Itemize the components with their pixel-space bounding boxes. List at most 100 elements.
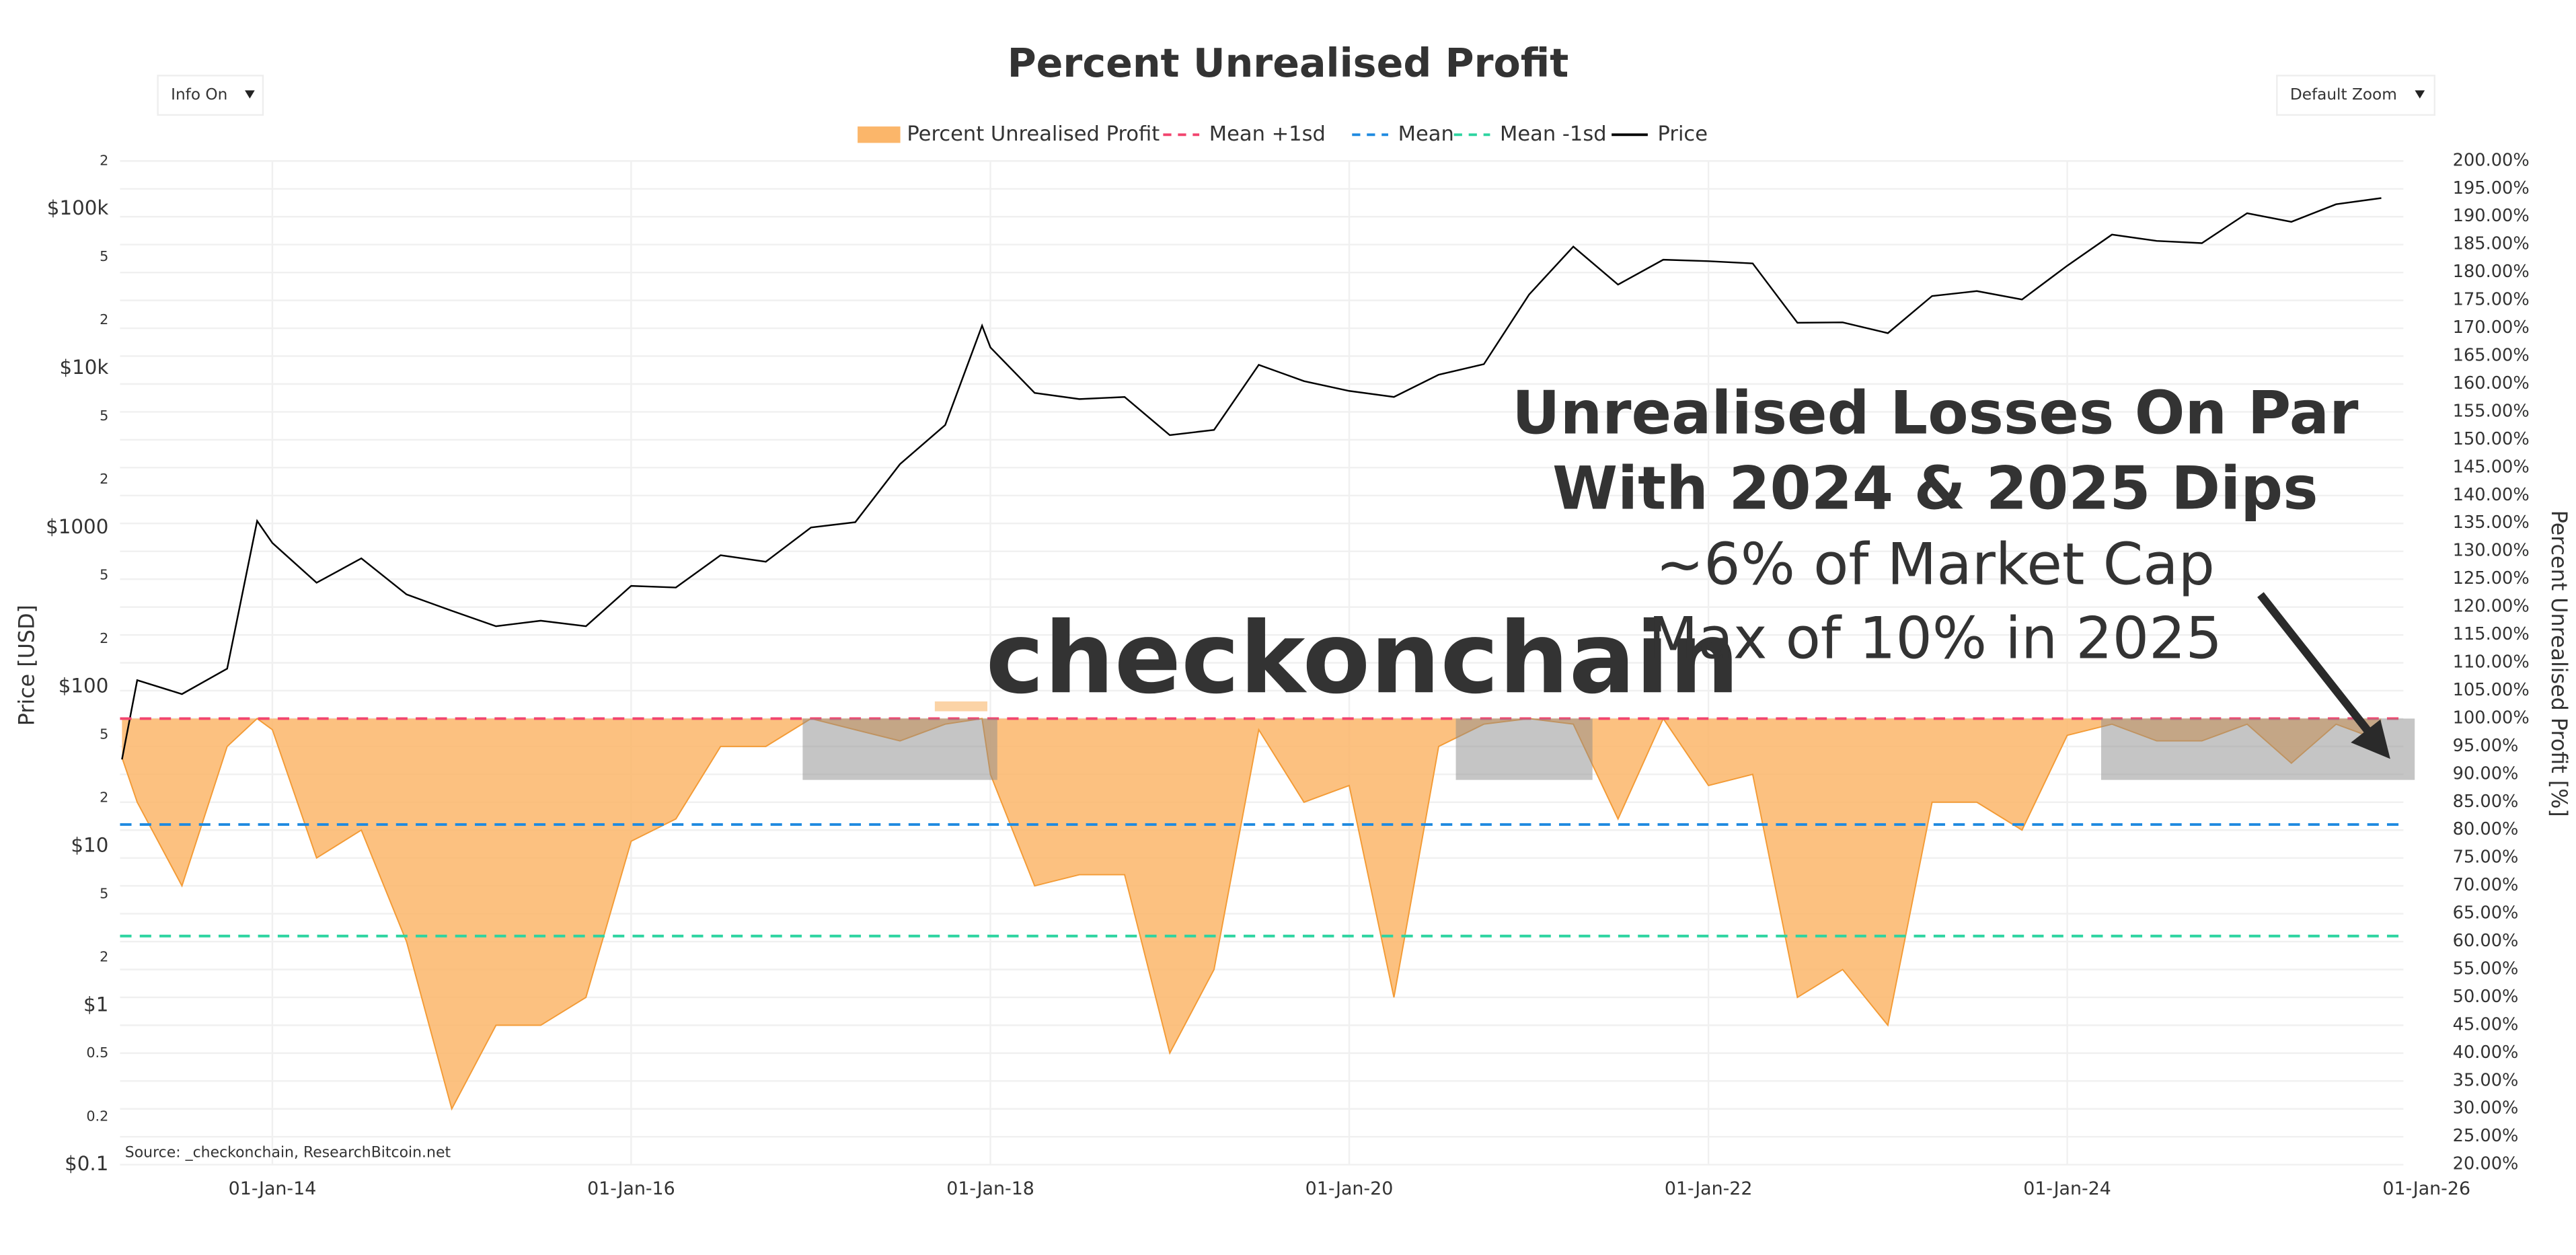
y2-tick-label: 50.00% xyxy=(2453,987,2519,1007)
y2-tick-label: 65.00% xyxy=(2453,903,2519,923)
y2-tick-label: 165.00% xyxy=(2453,346,2530,366)
y2-tick-label: 135.00% xyxy=(2453,512,2530,533)
y-tick-label: 2 xyxy=(100,790,108,806)
y2-tick-label: 95.00% xyxy=(2453,736,2519,756)
y2-tick-label: 35.00% xyxy=(2453,1070,2519,1090)
y2-tick-label: 105.00% xyxy=(2453,680,2530,700)
y2-tick-label: 180.00% xyxy=(2453,262,2530,282)
y2-tick-label: 160.00% xyxy=(2453,373,2530,393)
x-tick-label: 01-Jan-24 xyxy=(2023,1178,2111,1199)
x-tick-label: 01-Jan-20 xyxy=(1305,1178,1394,1199)
button-box[interactable] xyxy=(157,75,264,116)
y-tick-label: $0.1 xyxy=(65,1152,108,1175)
y-tick-label: 5 xyxy=(100,885,108,901)
y2-tick-label: 40.00% xyxy=(2453,1042,2519,1063)
y-tick-label: 5 xyxy=(100,248,108,264)
area-edge xyxy=(121,717,2382,1111)
legend-swatch xyxy=(858,126,901,143)
area xyxy=(122,718,2382,1109)
y-tick-label: $100 xyxy=(59,675,109,697)
legend-label: Mean xyxy=(1398,122,1454,146)
y2-tick-label: 155.00% xyxy=(2453,401,2530,421)
price-line xyxy=(121,197,2382,760)
watermark-underscore xyxy=(934,701,988,712)
button-box[interactable] xyxy=(2276,75,2436,116)
y2-tick-label: 150.00% xyxy=(2453,429,2530,449)
plot xyxy=(120,197,2415,1111)
y2-tick-label: 175.00% xyxy=(2453,290,2530,310)
annotation: Unrealised Losses On Par With 2024 & 202… xyxy=(1512,378,2390,759)
y2-tick-label: 125.00% xyxy=(2453,568,2530,588)
watermark: checkonchain xyxy=(934,601,1740,716)
dropdown-icon[interactable] xyxy=(245,90,255,99)
y2-tick-label: 80.00% xyxy=(2453,819,2519,839)
y-tick-label: 0.2 xyxy=(86,1108,108,1124)
button-label[interactable]: Info On xyxy=(171,85,227,104)
x-tick-label: 01-Jan-14 xyxy=(229,1178,317,1199)
y2-tick-label: 55.00% xyxy=(2453,958,2519,979)
source-note: Source: _checkonchain, ResearchBitcoin.n… xyxy=(125,1145,451,1162)
button-label[interactable]: Default Zoom xyxy=(2290,85,2397,104)
legend-label: Price xyxy=(1658,122,1708,146)
y2-tick-label: 60.00% xyxy=(2453,931,2519,951)
legend-label: Mean +1sd xyxy=(1209,122,1326,146)
y2-tick-label: 85.00% xyxy=(2453,792,2519,812)
y2-tick-label: 185.00% xyxy=(2453,234,2530,254)
y2-tick-label: 75.00% xyxy=(2453,847,2519,868)
y-tick-label: 2 xyxy=(100,152,108,168)
y-axis-title: Price [USD] xyxy=(15,605,40,726)
y-tick-label: 5 xyxy=(100,408,108,424)
y2-tick-label: 90.00% xyxy=(2453,763,2519,784)
dropdown-icon[interactable] xyxy=(2415,90,2425,99)
y2-tick-label: 25.00% xyxy=(2453,1126,2519,1146)
y-tick-label: 0.5 xyxy=(86,1044,108,1061)
highlight-box xyxy=(1455,718,1593,780)
y2-tick-label: 100.00% xyxy=(2453,708,2530,728)
y-tick-label: $10 xyxy=(71,833,108,856)
zoom-button[interactable]: Default Zoom xyxy=(2276,75,2436,116)
legend-label: Mean -1sd xyxy=(1500,122,1607,146)
x-tick-label: 01-Jan-16 xyxy=(587,1178,675,1199)
y2-tick-label: 130.00% xyxy=(2453,541,2530,561)
info-button[interactable]: Info On xyxy=(157,75,264,116)
y-tick-label: 5 xyxy=(100,567,108,583)
y-tick-label: 2 xyxy=(100,311,108,328)
y2-tick-label: 195.00% xyxy=(2453,178,2530,198)
y2-tick-label: 190.00% xyxy=(2453,206,2530,226)
legend: Percent Unrealised Profit Mean +1sd Mean Me… xyxy=(858,122,1708,146)
x-tick-label: 01-Jan-18 xyxy=(946,1178,1034,1199)
y-tick-label: $1000 xyxy=(46,515,108,538)
y2-tick-label: 20.00% xyxy=(2453,1154,2519,1174)
y-tick-label: $100k xyxy=(47,196,109,219)
y2-tick-label: 140.00% xyxy=(2453,485,2530,505)
annotation-line: With 2024 & 2025 Dips xyxy=(1552,454,2318,523)
y2-tick-label: 170.00% xyxy=(2453,317,2530,338)
annotation-arrow xyxy=(2257,592,2374,737)
y-tick-label: $10k xyxy=(59,356,108,379)
y2-tick-label: 200.00% xyxy=(2453,150,2530,170)
y2-tick-label: 45.00% xyxy=(2453,1014,2519,1034)
y2-tick-label: 120.00% xyxy=(2453,597,2530,617)
y-tick-label: 2 xyxy=(100,949,108,965)
y-tick-label: 5 xyxy=(100,726,108,742)
y-tick-label: 2 xyxy=(100,471,108,487)
axes: 20.00% 25.00% 30.00% 35.00% 40.00% 45.00% 50.0… xyxy=(46,150,2530,1199)
y2-tick-label: 115.00% xyxy=(2453,624,2530,644)
x-tick-label: 01-Jan-22 xyxy=(1665,1178,1753,1199)
y2-tick-label: 145.00% xyxy=(2453,457,2530,477)
y-tick-label: $1 xyxy=(83,993,108,1016)
annotation-arrowhead xyxy=(2351,719,2390,759)
annotation-line: Unrealised Losses On Par xyxy=(1512,378,2359,447)
annotation-line: ~6% of Market Cap xyxy=(1656,531,2215,598)
x-tick-label: 01-Jan-26 xyxy=(2382,1178,2470,1199)
y2-axis-title: Percent Unrealised Profit [%] xyxy=(2546,510,2571,817)
legend-label: Percent Unrealised Profit xyxy=(907,122,1160,146)
y2-tick-label: 110.00% xyxy=(2453,652,2530,673)
watermark-text: checkonchain xyxy=(986,601,1740,716)
annotation-line: Max of 10% in 2025 xyxy=(1649,605,2222,672)
y-tick-label: 2 xyxy=(100,630,108,646)
chart-title: Percent Unrealised Profit xyxy=(1008,40,1569,86)
